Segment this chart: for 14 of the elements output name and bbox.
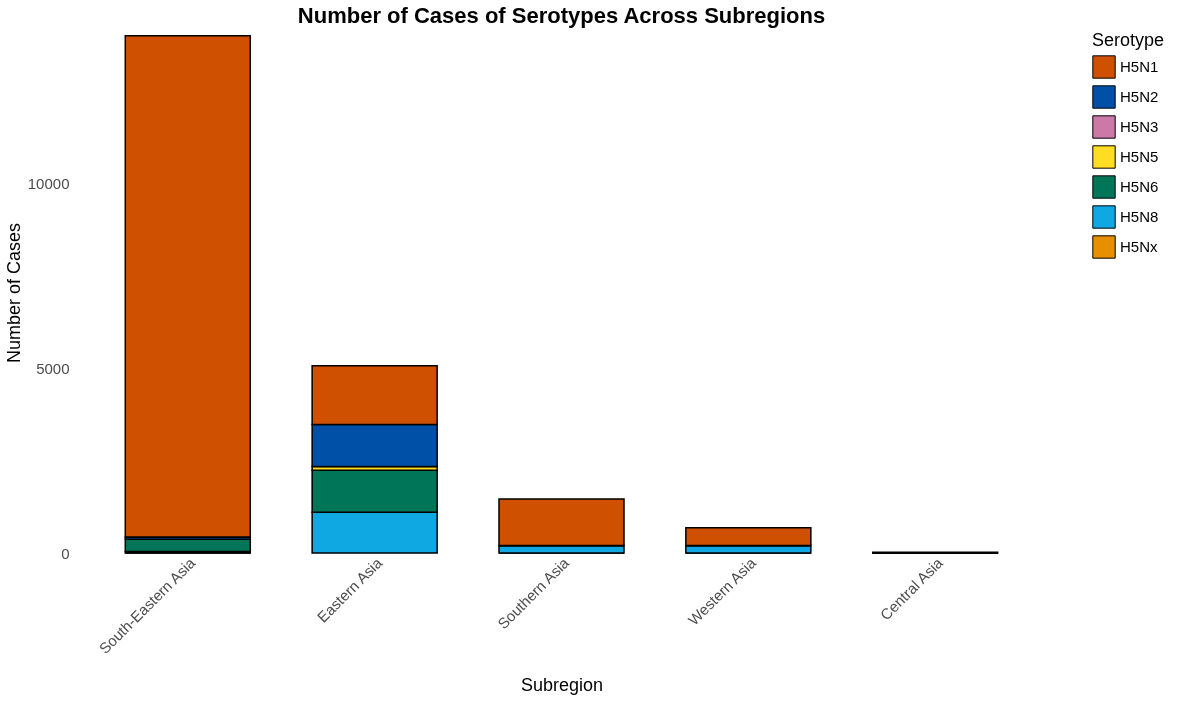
y-tick-label: 5000 [36,359,70,377]
chart-title: Number of Cases of Serotypes Across Subregions [297,3,826,28]
legend-label: H5Nx [1120,238,1159,255]
y-tick-label: 0 [61,544,70,562]
legend-label: H5N2 [1120,88,1159,105]
legend-label: H5N6 [1120,178,1159,195]
legend-label: H5N5 [1120,148,1159,165]
x-axis-title: Subregion [520,675,604,696]
y-tick-label: 10000 [27,175,70,192]
legend-label: H5N3 [1120,118,1159,135]
legend-title: Serotype [1092,30,1165,50]
legend-label: H5N1 [1120,58,1159,75]
y-axis-title: Number of Cases [3,222,24,364]
legend-label: H5N8 [1120,208,1159,225]
